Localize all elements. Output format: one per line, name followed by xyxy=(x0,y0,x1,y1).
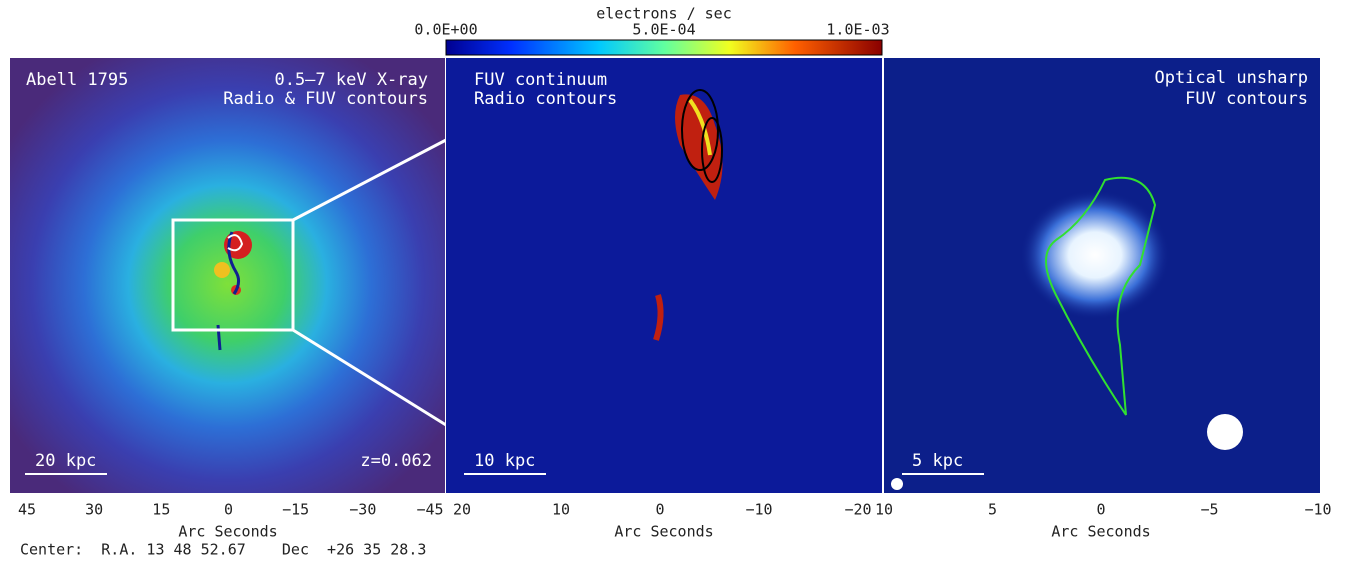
x-tick-label: 45 xyxy=(18,501,36,519)
x-tick-label: −5 xyxy=(1200,501,1218,519)
x-tick-label: −20 xyxy=(844,501,871,519)
colorbar-label: electrons / sec xyxy=(596,5,731,23)
panel-label: Radio contours xyxy=(474,89,617,109)
x-axis-label: Arc Seconds xyxy=(178,523,277,541)
panel-label: Abell 1795 xyxy=(26,70,128,90)
panel-optical xyxy=(884,58,1320,493)
redshift: z=0.062 xyxy=(360,451,432,471)
x-tick-label: 10 xyxy=(552,501,570,519)
x-tick-label: 0 xyxy=(655,501,664,519)
panel-xray xyxy=(10,58,447,493)
x-tick-label: 0 xyxy=(1096,501,1105,519)
panel-fuv xyxy=(446,58,882,493)
panel-label: 0.5–7 keV X-ray xyxy=(274,70,428,90)
scale-bar-label: 20 kpc xyxy=(35,451,96,471)
panel-label: Optical unsharp xyxy=(1154,68,1308,88)
center-coordinates: Center: R.A. 13 48 52.67 Dec +26 35 28.3 xyxy=(20,541,426,559)
x-tick-label: 5 xyxy=(988,501,997,519)
x-tick-label: 20 xyxy=(453,501,471,519)
x-tick-label: 0 xyxy=(224,501,233,519)
x-axis-label: Arc Seconds xyxy=(1051,523,1150,541)
colorbar xyxy=(445,39,883,56)
x-tick-label: 30 xyxy=(85,501,103,519)
panel-label: Radio & FUV contours xyxy=(223,89,428,109)
x-tick-label: 10 xyxy=(875,501,893,519)
x-tick-label: −10 xyxy=(1304,501,1331,519)
scale-bar-label: 10 kpc xyxy=(474,451,535,471)
colorbar-tick: 1.0E-03 xyxy=(826,21,889,39)
colorbar-tick: 5.0E-04 xyxy=(632,21,695,39)
colorbar-tick: 0.0E+00 xyxy=(414,21,477,39)
x-axis-label: Arc Seconds xyxy=(614,523,713,541)
panel-label: FUV contours xyxy=(1185,89,1308,109)
x-tick-label: −30 xyxy=(349,501,376,519)
scale-bar-label: 5 kpc xyxy=(912,451,963,471)
panel-label: FUV continuum xyxy=(474,70,607,90)
x-tick-label: 15 xyxy=(152,501,170,519)
x-tick-label: −15 xyxy=(282,501,309,519)
x-tick-label: −45 xyxy=(416,501,443,519)
x-tick-label: −10 xyxy=(745,501,772,519)
